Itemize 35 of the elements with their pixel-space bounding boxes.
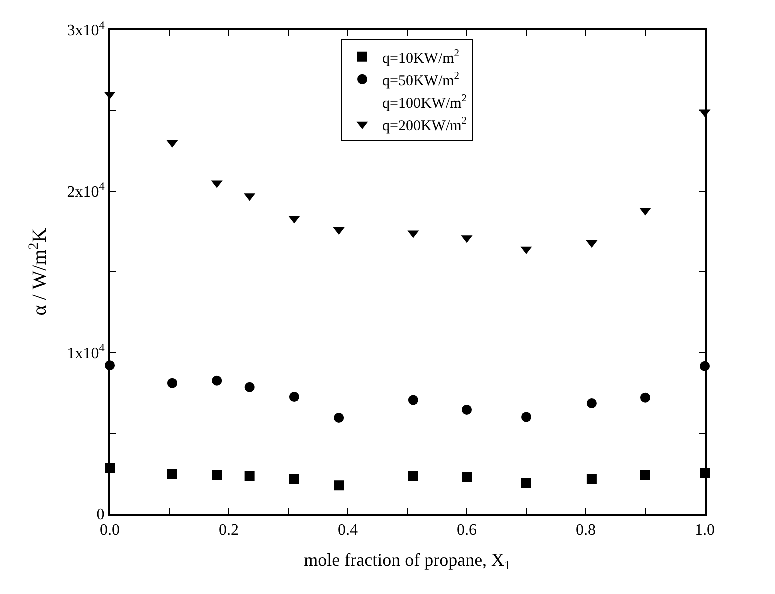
point [334,413,344,424]
point [212,470,222,480]
point [586,398,597,408]
point [408,395,418,406]
point [289,474,300,484]
point [522,478,532,489]
point [462,472,472,482]
point [462,404,472,415]
point [640,392,650,403]
y-tick-label: 3x10$^{4}$ [67,20,106,40]
legend-label: q=200KW/m$^{2}$ [382,116,468,134]
x-axis-title: mole fraction of propane, X$_{1}$ [304,550,511,573]
y-tick-label: 2x10$^{4}$ [67,181,106,201]
legend-label: q=50KW/m$^{2}$ [382,70,460,90]
x-tick-label: 0.8 [576,522,596,540]
point [167,378,178,388]
point [244,382,255,392]
point [640,470,650,480]
x-tick-label: 0.4 [338,522,358,540]
x-tick-label: 0.2 [219,522,239,540]
point [289,392,300,402]
x-tick-label: 1.0 [695,522,715,540]
point [244,471,255,482]
point [167,469,178,480]
point [586,474,597,484]
legend-label: q=10KW/m$^{2}$ [382,48,460,67]
y-tick-label: 0 [96,506,105,524]
point [522,412,532,422]
point [212,376,222,386]
y-tick-label: 1x10$^{4}$ [67,342,106,362]
point [408,471,418,482]
point [334,480,344,491]
x-tick-label: 0.0 [100,522,120,540]
x-tick-label: 0.6 [457,522,477,540]
legend-label: q=100KW/m$^{2}$ [382,93,468,112]
